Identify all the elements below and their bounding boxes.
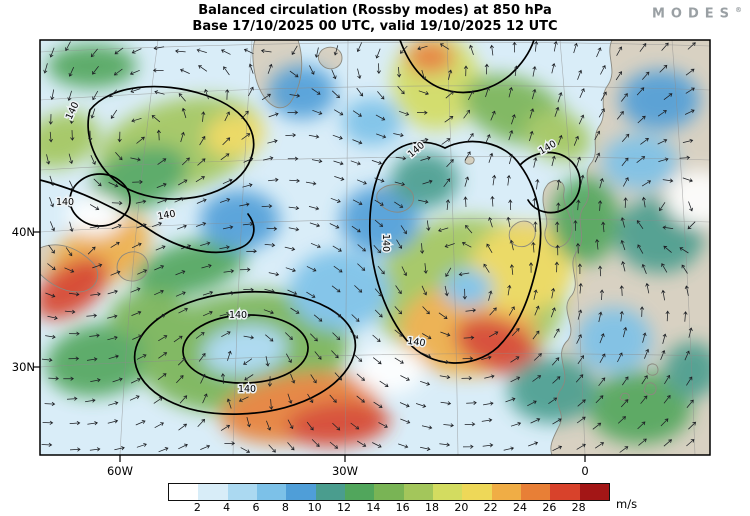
colorbar-segment	[374, 484, 404, 500]
colorbar-tick-label: 24	[513, 501, 527, 514]
colorbar-segment	[286, 484, 316, 500]
chart-title: Balanced circulation (Rossby modes) at 8…	[198, 3, 552, 18]
wind-speed-blob	[40, 256, 110, 320]
colorbar-tick-label: 18	[425, 501, 439, 514]
wind-speed-blob	[203, 325, 287, 375]
colorbar-unit: m/s	[616, 497, 638, 511]
colorbar-tick-label: 26	[542, 501, 557, 514]
colorbar-segment	[462, 484, 492, 500]
contour-label: 140	[157, 209, 177, 223]
wind-speed-blob	[205, 112, 265, 158]
colorbar-segment	[315, 484, 345, 500]
colorbar-tick-label: 10	[307, 501, 322, 514]
lon-label-60w: 60W	[107, 464, 133, 478]
colorbar-tick-label: 14	[366, 501, 381, 514]
colorbar-segment	[520, 484, 551, 500]
colorbar-tick-label: 16	[395, 501, 410, 514]
wind-speed-blob	[391, 152, 459, 208]
wind-speed-blob	[91, 145, 189, 211]
lon-label-0: 0	[581, 464, 588, 478]
modes-logo: MODES®	[652, 6, 742, 21]
lat-label-40n: 40N	[12, 225, 35, 239]
wind-speed-blob	[47, 44, 137, 88]
wind-speed-blob	[200, 190, 280, 250]
axis-ticks	[33, 231, 586, 462]
registered-trademark-icon: ®	[735, 6, 742, 14]
colorbar	[168, 483, 610, 501]
wind-speed-blob	[356, 346, 424, 394]
colorbar-tick-label: 28	[571, 501, 586, 514]
colorbar-segment	[432, 484, 463, 500]
weather-map: 140 140 140 140 140 140 140 140 140 40N …	[12, 39, 711, 478]
wind-speed-blob	[286, 401, 390, 447]
colorbar-segment	[256, 484, 287, 500]
wind-speed-blob	[470, 224, 574, 312]
map-frame	[39, 39, 711, 456]
wind-speed-blob	[110, 291, 190, 339]
colorbar-segment	[198, 484, 228, 500]
colorbar-segment	[550, 484, 580, 500]
wind-speed-blob	[268, 65, 336, 119]
wind-arrows	[41, 40, 697, 453]
colorbar-segment	[227, 484, 257, 500]
wind-speed-blob	[620, 70, 700, 130]
colorbar-segment	[169, 484, 199, 500]
contour-label: 140	[380, 234, 391, 252]
wind-speed-blob	[525, 110, 591, 162]
colorbar-tick-label: 12	[337, 501, 351, 514]
wind-speed-blob	[290, 250, 390, 330]
colorbar-tick-label: 20	[454, 501, 469, 514]
contour-label: 140	[407, 336, 426, 349]
contour-label: 140	[56, 197, 74, 208]
contour-lines	[40, 40, 581, 415]
modes-logo-text: MODES	[651, 6, 735, 22]
graticule	[40, 40, 710, 455]
colorbar-segment	[403, 484, 433, 500]
wind-speed-blob	[588, 372, 692, 444]
colorbar-tick-label: 6	[252, 501, 260, 514]
wind-speed-blob	[551, 176, 619, 264]
wind-speed-blob	[666, 170, 710, 226]
colorbar-tick-label: 22	[483, 501, 498, 514]
wind-arrow-field	[41, 40, 697, 453]
lon-label-30w: 30W	[332, 464, 358, 478]
wind-speed-blob	[406, 40, 454, 74]
wind-speed-blob	[133, 238, 247, 298]
colorbar-tick-labels: 2 4 6 8 10 12 14 16 18 20 22 24 26 28	[168, 501, 608, 515]
colorbar-tick-label: 8	[281, 501, 289, 514]
wind-speed-blob	[40, 111, 99, 169]
contour-label: 140	[238, 384, 256, 395]
chart-title-block: Balanced circulation (Rossby modes) at 8…	[0, 3, 750, 35]
chart-subtitle: Base 17/10/2025 00 UTC, valid 19/10/2025…	[192, 19, 558, 34]
wind-speed-blob	[342, 98, 402, 146]
contour-label: 140	[229, 310, 247, 321]
wind-speed-blob	[508, 357, 596, 423]
lat-label-30n: 30N	[12, 360, 35, 374]
colorbar-segment	[579, 484, 609, 500]
wind-speed-blob	[602, 134, 678, 190]
contour-labels: 140 140 140 140 140 140 140 140 140	[54, 99, 559, 397]
colorbar-segment	[491, 484, 521, 500]
colorbar-tick-label: 2	[193, 501, 201, 514]
wind-speed-blob	[443, 269, 493, 307]
colorbar-segment	[344, 484, 375, 500]
wind-speed-blob	[576, 307, 652, 373]
colorbar-tick-label: 4	[223, 501, 231, 514]
